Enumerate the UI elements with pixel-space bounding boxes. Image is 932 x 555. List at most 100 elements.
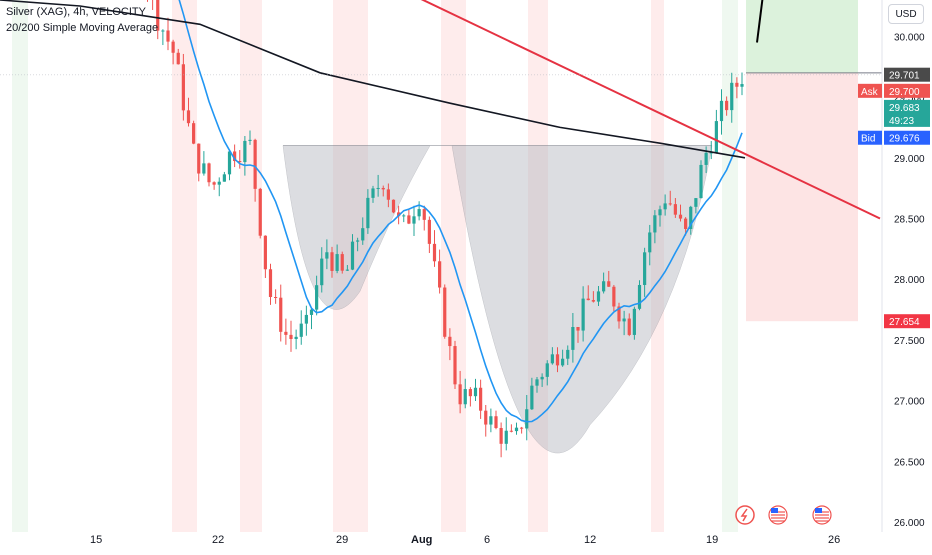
- candle-body[interactable]: [181, 64, 185, 111]
- candle-body[interactable]: [602, 281, 606, 292]
- candle-body[interactable]: [555, 354, 560, 366]
- candle-body[interactable]: [304, 314, 308, 324]
- candle-body[interactable]: [207, 163, 211, 183]
- candle-body[interactable]: [730, 82, 734, 111]
- candle-body[interactable]: [725, 100, 729, 111]
- candle-body[interactable]: [540, 376, 544, 380]
- candle-body[interactable]: [509, 430, 513, 432]
- candle-body[interactable]: [171, 41, 175, 53]
- candle-body[interactable]: [432, 243, 437, 262]
- candle-body[interactable]: [586, 298, 590, 301]
- candle-body[interactable]: [315, 285, 319, 310]
- candle-body[interactable]: [714, 121, 718, 153]
- candle-body[interactable]: [735, 82, 739, 87]
- candle-body[interactable]: [719, 100, 724, 122]
- candle-body[interactable]: [458, 384, 462, 405]
- candle-body[interactable]: [309, 309, 314, 315]
- candle-body[interactable]: [663, 203, 667, 210]
- candle-body[interactable]: [479, 387, 483, 411]
- candle-body[interactable]: [330, 252, 334, 271]
- candle-body[interactable]: [473, 387, 478, 397]
- candle-body[interactable]: [161, 30, 165, 32]
- candle-body[interactable]: [417, 209, 421, 217]
- candle-body[interactable]: [453, 346, 457, 385]
- candle-body[interactable]: [217, 181, 221, 185]
- candle-body[interactable]: [166, 30, 170, 42]
- candle-body[interactable]: [514, 427, 519, 432]
- candle-body[interactable]: [525, 409, 529, 429]
- trendline[interactable]: [55, 0, 881, 220]
- candle-body[interactable]: [176, 52, 180, 65]
- candle-body[interactable]: [197, 143, 201, 174]
- candle-body[interactable]: [494, 416, 498, 429]
- candle-body[interactable]: [622, 318, 626, 322]
- candle-body[interactable]: [381, 187, 385, 190]
- candle-body[interactable]: [591, 300, 595, 302]
- candle-body[interactable]: [238, 161, 242, 163]
- candle-body[interactable]: [263, 235, 267, 270]
- candle-body[interactable]: [530, 385, 534, 410]
- candle-body[interactable]: [391, 199, 396, 213]
- candle-body[interactable]: [643, 252, 647, 285]
- profit-zone[interactable]: [746, 0, 858, 73]
- candle-body[interactable]: [376, 187, 380, 189]
- candle-body[interactable]: [484, 410, 488, 425]
- sma-200-line[interactable]: [0, 0, 746, 159]
- candle-body[interactable]: [366, 197, 370, 229]
- candle-body[interactable]: [345, 269, 349, 271]
- flash-icon[interactable]: [735, 505, 755, 525]
- candle-body[interactable]: [468, 389, 472, 397]
- candle-body[interactable]: [576, 326, 580, 331]
- candle-body[interactable]: [561, 358, 565, 366]
- candle-body[interactable]: [356, 240, 360, 242]
- candle-body[interactable]: [274, 297, 278, 299]
- candle-body[interactable]: [397, 212, 401, 217]
- candle-body[interactable]: [709, 152, 713, 154]
- candle-body[interactable]: [422, 209, 426, 220]
- candle-body[interactable]: [294, 336, 298, 339]
- candle-body[interactable]: [222, 174, 226, 182]
- candle-body[interactable]: [443, 287, 447, 337]
- candle-body[interactable]: [438, 261, 442, 288]
- candle-body[interactable]: [632, 308, 636, 335]
- candle-body[interactable]: [504, 430, 508, 444]
- candle-body[interactable]: [627, 318, 631, 335]
- candle-body[interactable]: [412, 216, 416, 224]
- candle-body[interactable]: [704, 152, 708, 165]
- candle-body[interactable]: [243, 140, 247, 163]
- candle-body[interactable]: [571, 326, 575, 350]
- candle-body[interactable]: [694, 198, 698, 207]
- candle-body[interactable]: [658, 209, 662, 216]
- candle-body[interactable]: [740, 84, 744, 87]
- candle-body[interactable]: [402, 215, 406, 217]
- loss-zone[interactable]: [746, 72, 858, 322]
- candle-body[interactable]: [489, 416, 493, 425]
- candle-body[interactable]: [227, 151, 232, 175]
- candle-body[interactable]: [186, 110, 191, 124]
- candle-body[interactable]: [550, 354, 554, 364]
- candle-body[interactable]: [637, 284, 642, 309]
- candle-body[interactable]: [427, 219, 431, 244]
- candle-body[interactable]: [499, 428, 503, 444]
- candle-body[interactable]: [653, 215, 657, 233]
- candle-body[interactable]: [678, 214, 683, 219]
- candle-body[interactable]: [289, 334, 293, 339]
- candle-body[interactable]: [386, 189, 390, 200]
- candle-body[interactable]: [248, 139, 252, 141]
- candle-body[interactable]: [581, 298, 585, 331]
- candle-body[interactable]: [668, 203, 672, 205]
- candle-body[interactable]: [535, 379, 539, 386]
- candle-body[interactable]: [448, 336, 452, 347]
- candle-body[interactable]: [617, 306, 621, 322]
- candle-body[interactable]: [566, 349, 570, 359]
- candle-body[interactable]: [258, 188, 262, 236]
- candle-body[interactable]: [253, 139, 257, 189]
- candle-body[interactable]: [340, 254, 344, 271]
- candle-body[interactable]: [612, 286, 616, 307]
- candle-body[interactable]: [699, 164, 703, 199]
- candle-body[interactable]: [407, 215, 411, 224]
- candle-body[interactable]: [545, 363, 549, 377]
- candle-body[interactable]: [520, 427, 524, 429]
- candle-body[interactable]: [607, 281, 611, 287]
